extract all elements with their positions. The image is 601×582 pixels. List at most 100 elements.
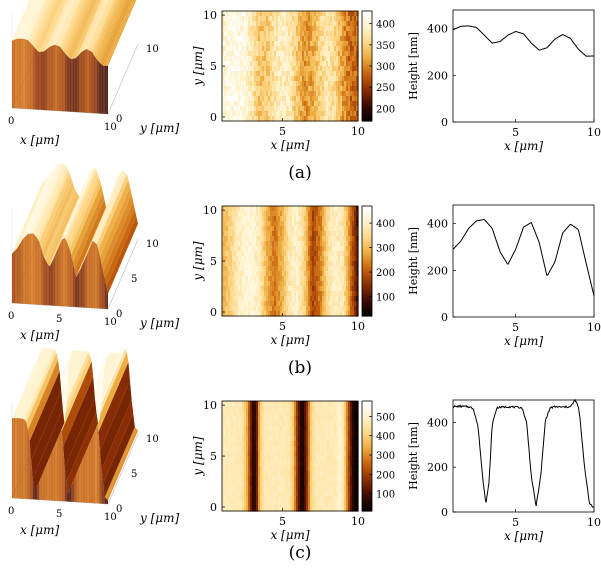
map-cell	[318, 436, 321, 442]
map-cell	[318, 496, 321, 502]
map-cell	[268, 231, 271, 237]
map-cell	[308, 246, 311, 252]
map-cell	[274, 276, 277, 282]
map-cell	[352, 51, 355, 57]
map-cell	[280, 491, 283, 497]
map-cell	[274, 306, 277, 312]
map-cell	[318, 261, 321, 267]
map-cell	[296, 61, 299, 67]
map-cell	[280, 276, 283, 282]
map-cell	[234, 286, 237, 292]
map-cell	[326, 441, 329, 447]
map-cell	[260, 471, 263, 477]
map-cell	[298, 486, 301, 492]
map-cell	[262, 491, 265, 497]
map-cell	[304, 16, 307, 22]
map-cell	[290, 411, 293, 417]
map-cell	[252, 476, 255, 482]
map-cell	[234, 271, 237, 277]
map-cell	[278, 211, 281, 217]
map-cell	[290, 21, 293, 27]
map-cell	[342, 76, 345, 82]
map-cell	[322, 481, 325, 487]
map-cell	[352, 26, 355, 32]
map-cell	[234, 301, 237, 307]
map-cell	[340, 401, 343, 407]
map-cell	[230, 106, 233, 112]
map-cell	[302, 206, 305, 212]
map-cell	[254, 96, 257, 102]
map-cell	[340, 216, 343, 222]
map-cell	[324, 436, 327, 442]
map-cell	[248, 206, 251, 212]
map-cell	[230, 286, 233, 292]
map-cell	[268, 66, 271, 72]
map-cell	[272, 46, 275, 52]
map-cell	[334, 66, 337, 72]
map-cell	[300, 296, 303, 302]
map-cell	[286, 16, 289, 22]
map-cell	[328, 81, 331, 87]
map-cell	[290, 31, 293, 37]
map-cell	[266, 211, 269, 217]
map-cell	[336, 71, 339, 77]
map-cell	[236, 51, 239, 57]
map-cell	[348, 506, 351, 512]
map-cell	[264, 101, 267, 107]
map-cell	[294, 241, 297, 247]
map-cell	[324, 76, 327, 82]
map-cell	[294, 221, 297, 227]
map-cell	[338, 416, 341, 422]
map-cell	[224, 76, 227, 82]
map-cell	[326, 411, 329, 417]
map-cell	[278, 416, 281, 422]
map-cell	[330, 116, 333, 122]
map-cell	[290, 481, 293, 487]
surface-strip	[80, 0, 105, 53]
map-cell	[298, 111, 301, 117]
map-cell	[320, 301, 323, 307]
map-cell	[294, 66, 297, 72]
map-cell	[228, 486, 231, 492]
map-cell	[346, 81, 349, 87]
map-cell	[348, 31, 351, 37]
map-cell	[274, 271, 277, 277]
map-cell	[284, 96, 287, 102]
map-cell	[290, 271, 293, 277]
map-cell	[350, 311, 353, 317]
surface-strip	[32, 163, 65, 235]
map-cell	[246, 11, 249, 17]
map-cell	[240, 241, 243, 247]
profile-x-tick: 10	[587, 126, 601, 139]
map-cell	[240, 256, 243, 262]
map-cell	[276, 36, 279, 42]
map-cell	[312, 116, 315, 122]
map-cell	[322, 116, 325, 122]
colorbar-segment	[362, 85, 372, 89]
map-cell	[262, 16, 265, 22]
map-cell	[310, 206, 313, 212]
map-cell	[256, 36, 259, 42]
panel-caption: (b)	[288, 358, 312, 378]
map-cell	[266, 56, 269, 62]
map-cell	[356, 51, 359, 57]
map-cell	[284, 61, 287, 67]
surface-wall	[13, 39, 16, 109]
map-cell	[230, 266, 233, 272]
map-cell	[252, 16, 255, 22]
map-cell	[324, 401, 327, 407]
map-cell	[296, 86, 299, 92]
map-cell	[308, 56, 311, 62]
map-cell	[232, 206, 235, 212]
map-cell	[224, 66, 227, 72]
map-cell	[298, 421, 301, 427]
map-cell	[344, 21, 347, 27]
map-cell	[318, 251, 321, 257]
map-cell	[244, 56, 247, 62]
map-cell	[316, 426, 319, 432]
map-cell	[232, 246, 235, 252]
map-cell	[252, 311, 255, 317]
map-cell	[278, 486, 281, 492]
map-cell	[308, 116, 311, 122]
map-cell	[222, 461, 225, 467]
